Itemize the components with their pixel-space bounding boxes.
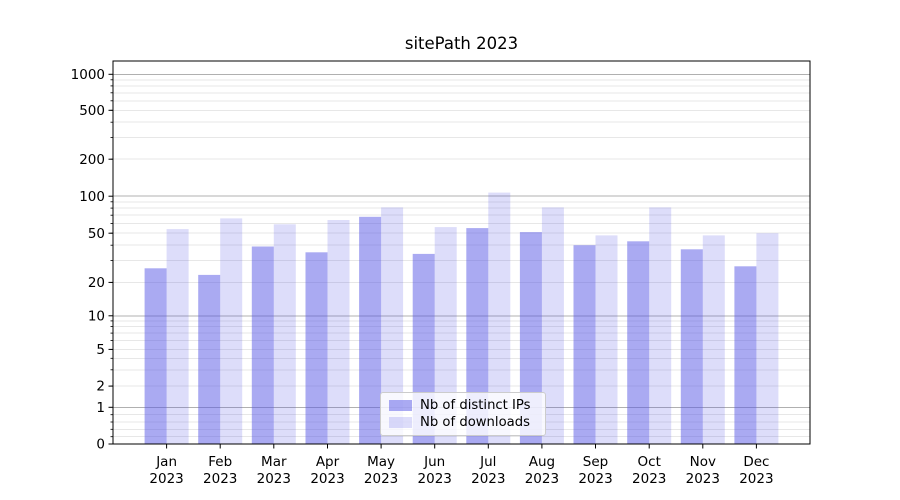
bar-downloads-Aug xyxy=(541,207,564,444)
x-tick-label-year: 2023 xyxy=(632,471,666,487)
y-tick-label: 10 xyxy=(88,308,105,324)
x-tick-label-month: Oct xyxy=(638,454,661,470)
bar-downloads-Nov xyxy=(702,235,725,444)
legend-swatch-downloads xyxy=(389,417,412,428)
x-tick-label-month: Dec xyxy=(743,454,769,470)
bar-downloads-Jan xyxy=(166,229,189,444)
x-tick-label-month: Aug xyxy=(529,454,555,470)
bar-downloads-Jun xyxy=(434,227,457,444)
x-tick-label-month: Jul xyxy=(479,454,496,470)
bar-distinct-ips-Mar xyxy=(251,246,274,444)
bar-distinct-ips-Dec xyxy=(734,266,757,444)
bar-downloads-May xyxy=(381,207,404,444)
legend: Nb of distinct IPs Nb of downloads xyxy=(380,392,546,436)
y-tick-label: 0 xyxy=(96,437,105,453)
chart-title: sitePath 2023 xyxy=(404,34,519,53)
x-tick-label-month: Nov xyxy=(690,454,716,470)
x-tick-label-year: 2023 xyxy=(418,471,452,487)
bar-distinct-ips-Sep xyxy=(573,245,596,444)
bar-downloads-Oct xyxy=(649,207,672,444)
bar-downloads-Feb xyxy=(220,218,243,444)
x-tick-label-year: 2023 xyxy=(257,471,291,487)
y-tick-label: 1 xyxy=(96,400,105,416)
x-tick-label-month: Mar xyxy=(261,454,287,470)
x-tick-label-year: 2023 xyxy=(739,471,773,487)
x-tick-label-month: Jan xyxy=(155,454,177,470)
x-tick-label-month: May xyxy=(367,454,395,470)
legend-item-distinct-ips: Nb of distinct IPs xyxy=(389,398,537,413)
bar-distinct-ips-Feb xyxy=(198,274,221,444)
x-tick-label-year: 2023 xyxy=(578,471,612,487)
legend-label-downloads: Nb of downloads xyxy=(420,415,530,430)
bar-downloads-Jul xyxy=(488,192,511,444)
bar-distinct-ips-Jan xyxy=(144,268,167,444)
y-tick-label: 100 xyxy=(79,189,105,205)
bar-distinct-ips-Nov xyxy=(680,249,703,444)
y-tick-label: 500 xyxy=(79,103,105,119)
legend-label-distinct-ips: Nb of distinct IPs xyxy=(420,398,531,413)
x-tick-label-year: 2023 xyxy=(525,471,559,487)
x-tick-label-month: Apr xyxy=(316,454,340,470)
y-tick-label: 200 xyxy=(79,152,105,168)
legend-item-downloads: Nb of downloads xyxy=(389,415,537,430)
bar-downloads-Sep xyxy=(595,235,618,444)
y-tick-label: 2 xyxy=(96,379,105,395)
legend-swatch-distinct-ips xyxy=(389,400,412,411)
x-tick-label-month: Jun xyxy=(423,454,445,470)
bar-downloads-Apr xyxy=(327,220,350,444)
bar-distinct-ips-May xyxy=(359,216,382,444)
x-tick-label-month: Sep xyxy=(583,454,608,470)
x-tick-label-year: 2023 xyxy=(471,471,505,487)
y-tick-label: 5 xyxy=(96,342,105,358)
bar-distinct-ips-Oct xyxy=(627,241,650,444)
bar-distinct-ips-Jul xyxy=(466,228,489,444)
x-tick-label-year: 2023 xyxy=(686,471,720,487)
bar-downloads-Mar xyxy=(273,224,296,444)
bar-distinct-ips-Apr xyxy=(305,252,328,444)
x-tick-label-month: Feb xyxy=(208,454,232,470)
x-tick-label-year: 2023 xyxy=(364,471,398,487)
x-tick-label-year: 2023 xyxy=(203,471,237,487)
bar-distinct-ips-Aug xyxy=(519,232,542,444)
x-tick-label-year: 2023 xyxy=(149,471,183,487)
x-tick-label-year: 2023 xyxy=(310,471,344,487)
y-tick-label: 50 xyxy=(88,226,105,242)
y-tick-label: 1000 xyxy=(71,67,105,83)
bar-downloads-Dec xyxy=(756,233,779,444)
y-tick-label: 20 xyxy=(88,275,105,291)
plot-border xyxy=(112,60,811,445)
